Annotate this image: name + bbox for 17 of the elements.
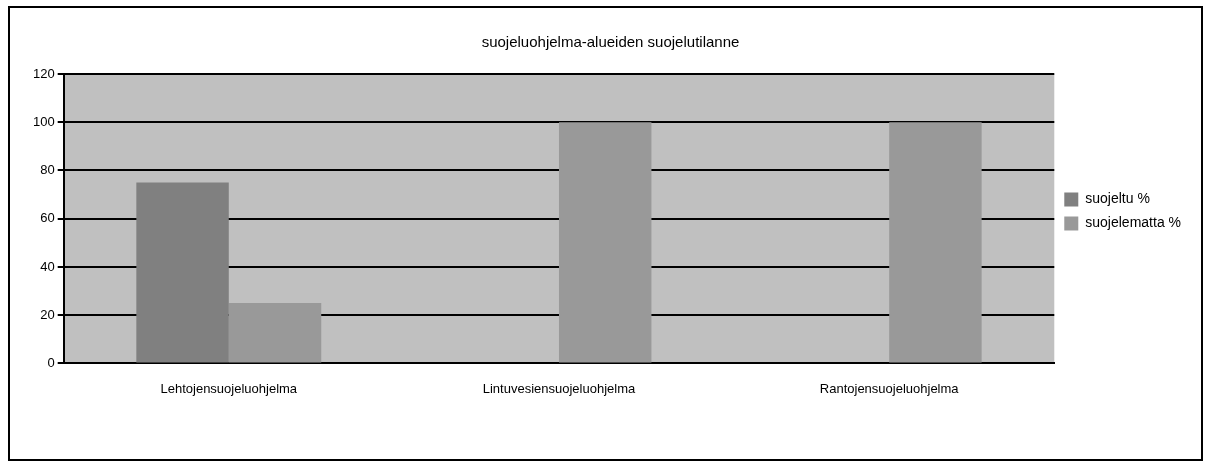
y-tick-label: 60	[40, 210, 55, 226]
x-tick-label: Lintuvesiensuojeluohjelma	[482, 380, 636, 396]
y-tick-label: 120	[32, 65, 55, 81]
chart-title: suojeluohjelma-alueiden suojelutilanne	[481, 33, 740, 51]
y-tick-label: 100	[32, 113, 55, 129]
y-tick-label: 40	[40, 258, 55, 274]
x-tick-label: Lehtojensuojeluohjelma	[160, 380, 298, 396]
legend-label: suojeltu %	[1085, 190, 1150, 207]
y-tick-label: 80	[40, 162, 55, 178]
bar	[136, 182, 229, 363]
x-tick-label: Rantojensuojeluohjelma	[819, 380, 960, 396]
y-tick-label: 20	[40, 306, 55, 322]
y-tick-label: 0	[47, 354, 55, 370]
bar	[558, 122, 652, 363]
bar	[889, 122, 982, 363]
legend-label: suojelematta %	[1085, 214, 1181, 231]
bar	[228, 303, 322, 363]
